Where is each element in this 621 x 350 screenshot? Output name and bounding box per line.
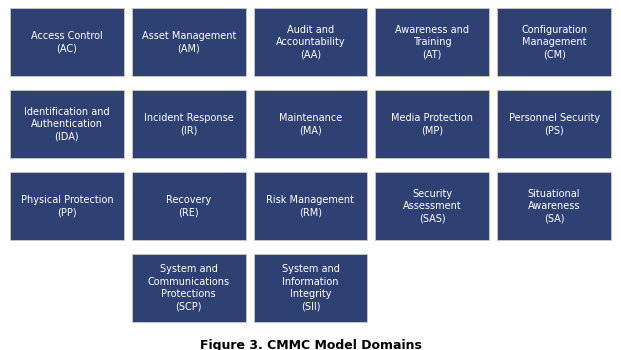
Text: System and
Information
Integrity
(SII): System and Information Integrity (SII) [281,264,340,312]
Text: Incident Response
(IR): Incident Response (IR) [144,113,233,135]
Text: Security
Assessment
(SAS): Security Assessment (SAS) [403,189,461,223]
FancyBboxPatch shape [497,90,611,158]
Text: Situational
Awareness
(SA): Situational Awareness (SA) [528,189,581,223]
Text: Figure 3. CMMC Model Domains: Figure 3. CMMC Model Domains [199,338,422,350]
FancyBboxPatch shape [253,8,368,76]
Text: Configuration
Management
(CM): Configuration Management (CM) [521,25,587,60]
Text: Physical Protection
(PP): Physical Protection (PP) [20,195,113,217]
Text: System and
Communications
Protections
(SCP): System and Communications Protections (S… [148,264,230,312]
FancyBboxPatch shape [132,8,245,76]
Text: Recovery
(RE): Recovery (RE) [166,195,211,217]
FancyBboxPatch shape [376,8,489,76]
Text: Access Control
(AC): Access Control (AC) [31,31,102,53]
FancyBboxPatch shape [253,172,368,240]
Text: Risk Management
(RM): Risk Management (RM) [266,195,355,217]
Text: Personnel Security
(PS): Personnel Security (PS) [509,113,600,135]
Text: Maintenance
(MA): Maintenance (MA) [279,113,342,135]
FancyBboxPatch shape [132,172,245,240]
Text: Identification and
Authentication
(IDA): Identification and Authentication (IDA) [24,107,110,141]
FancyBboxPatch shape [10,172,124,240]
Text: Asset Management
(AM): Asset Management (AM) [142,31,236,53]
FancyBboxPatch shape [10,90,124,158]
FancyBboxPatch shape [376,90,489,158]
FancyBboxPatch shape [497,8,611,76]
Text: Audit and
Accountability
(AA): Audit and Accountability (AA) [276,25,345,60]
Text: Awareness and
Training
(AT): Awareness and Training (AT) [396,25,469,60]
FancyBboxPatch shape [253,254,368,322]
FancyBboxPatch shape [253,90,368,158]
FancyBboxPatch shape [497,172,611,240]
FancyBboxPatch shape [376,172,489,240]
FancyBboxPatch shape [132,254,245,322]
Text: Media Protection
(MP): Media Protection (MP) [391,113,473,135]
FancyBboxPatch shape [10,8,124,76]
FancyBboxPatch shape [132,90,245,158]
